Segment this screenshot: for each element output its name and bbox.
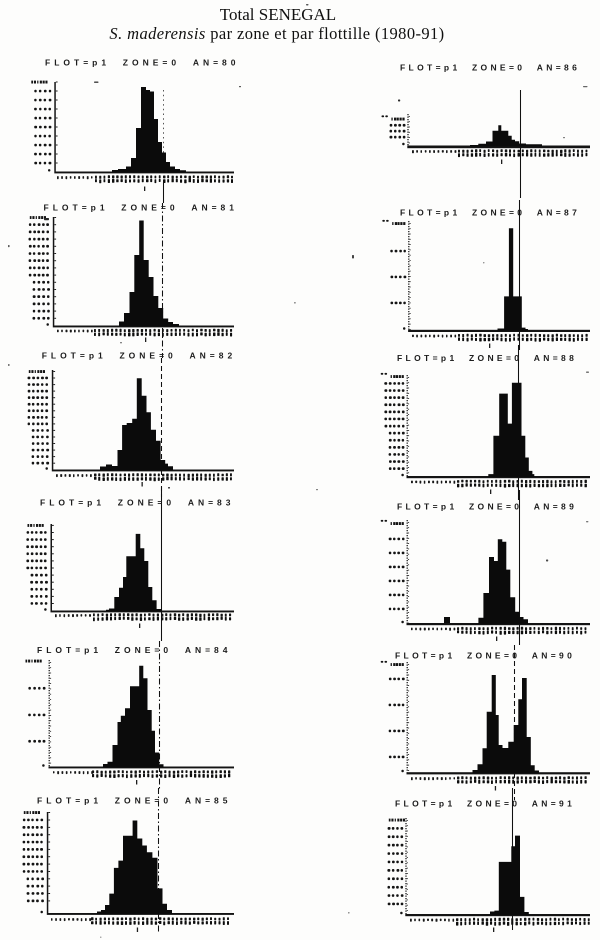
svg-text:Total SENEGAL: Total SENEGAL xyxy=(220,5,336,24)
svg-text:FLOT=p1 ZONE=0 AN=80: FLOT=p1 ZONE=0 AN=80 xyxy=(45,58,240,68)
svg-text:FLOT=p1 ZONE=0 AN=85: FLOT=p1 ZONE=0 AN=85 xyxy=(37,796,232,806)
svg-text:FLOT=p1 ZONE=0 AN=88: FLOT=p1 ZONE=0 AN=88 xyxy=(397,353,577,363)
svg-text:FLOT=p1 ZONE=0 AN=87: FLOT=p1 ZONE=0 AN=87 xyxy=(400,208,580,218)
svg-text:FLOT=p1 ZONE=0 AN=89: FLOT=p1 ZONE=0 AN=89 xyxy=(397,502,577,512)
svg-text:FLOT=p1 ZONE=0 AN=86: FLOT=p1 ZONE=0 AN=86 xyxy=(400,63,580,73)
svg-text:FLOT=p1 ZONE=0 AN=83: FLOT=p1 ZONE=0 AN=83 xyxy=(40,498,235,508)
svg-text:FLOT=p1 ZONE=0 AN=81: FLOT=p1 ZONE=0 AN=81 xyxy=(44,203,239,213)
svg-text:FLOT=p1 ZONE=0 AN=82: FLOT=p1 ZONE=0 AN=82 xyxy=(42,351,237,361)
svg-text:FLOT=p1 ZONE=0 AN=90: FLOT=p1 ZONE=0 AN=90 xyxy=(395,651,575,661)
svg-text:FLOT=p1 ZONE=0 AN=84: FLOT=p1 ZONE=0 AN=84 xyxy=(37,645,232,655)
svg-text:S. maderensis par zone et par: S. maderensis par zone et par flottille … xyxy=(109,24,444,43)
svg-text:FLOT=p1 ZONE=0 AN=91: FLOT=p1 ZONE=0 AN=91 xyxy=(395,798,575,808)
